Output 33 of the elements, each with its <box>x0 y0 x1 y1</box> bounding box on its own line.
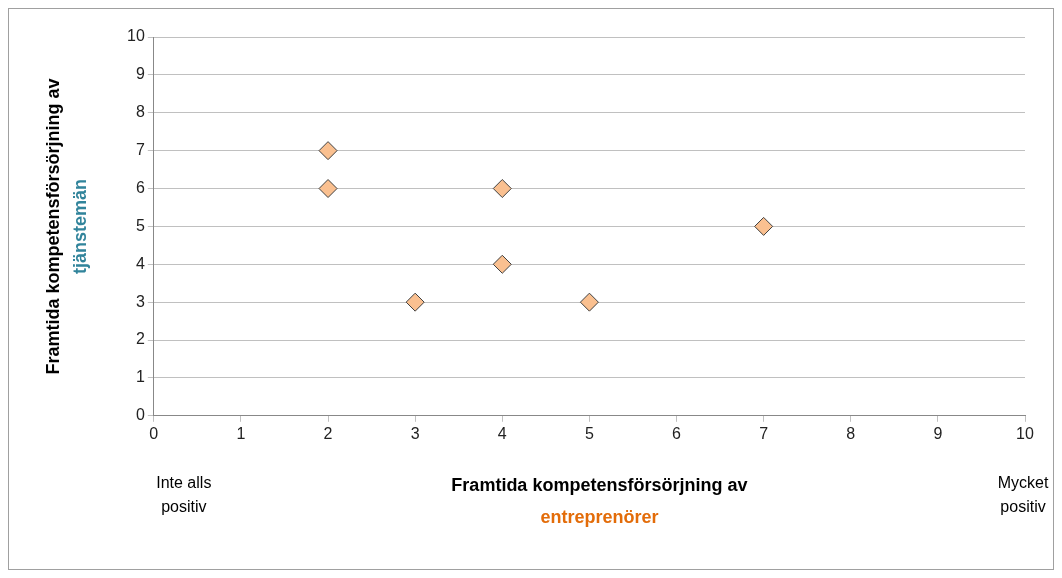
x-tick-label: 1 <box>236 424 246 442</box>
x-tick-label: 8 <box>846 424 856 442</box>
text: Mycket positiv <box>997 474 1049 516</box>
y-tick-label: 9 <box>135 65 145 83</box>
y-axis-title: Framtida kompetensförsörjning av tjänstemän <box>42 78 90 375</box>
x-tick-label: 5 <box>584 424 594 442</box>
y-tick-label: 5 <box>135 216 145 234</box>
x-tick-label: 0 <box>149 424 159 442</box>
point <box>318 141 338 161</box>
point <box>492 254 512 274</box>
y-tick-label: 1 <box>135 368 145 386</box>
y-tick-label: 7 <box>135 141 145 159</box>
y-tick-label: 3 <box>135 292 145 310</box>
x-tick-label: 7 <box>759 424 769 442</box>
point <box>754 216 774 236</box>
y-tick-label: 0 <box>135 406 145 424</box>
y-tick-label: 4 <box>135 254 145 272</box>
point <box>579 292 599 312</box>
y-tick-label: 2 <box>135 330 145 348</box>
x-tick-label: 10 <box>1016 424 1034 442</box>
point <box>492 179 512 199</box>
point <box>405 292 425 312</box>
x-tick-label: 4 <box>497 424 507 442</box>
x-tick-label: 6 <box>672 424 682 442</box>
y-tick-label: 10 <box>127 27 145 45</box>
x-axis-title: Framtida kompetensförsörjning av entreprenörer <box>451 474 748 527</box>
x-tick-label: 9 <box>933 424 943 442</box>
y-tick-label: 6 <box>135 178 145 196</box>
point <box>318 179 338 199</box>
x-tick-label: 3 <box>410 424 420 442</box>
text: Inte alls positiv <box>156 474 212 516</box>
x-tick-label: 2 <box>323 424 333 442</box>
y-tick-label: 8 <box>135 103 145 121</box>
